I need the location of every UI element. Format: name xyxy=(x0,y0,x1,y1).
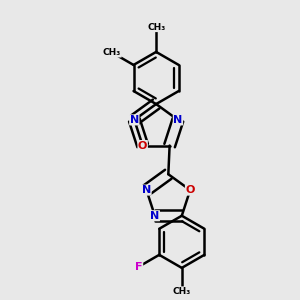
Text: N: N xyxy=(130,115,139,125)
Text: N: N xyxy=(150,211,160,221)
Text: N: N xyxy=(173,115,183,125)
Text: N: N xyxy=(142,185,151,195)
Text: O: O xyxy=(138,141,147,151)
Text: F: F xyxy=(135,262,143,272)
Text: O: O xyxy=(185,185,195,195)
Text: CH₃: CH₃ xyxy=(103,48,121,57)
Text: CH₃: CH₃ xyxy=(173,287,191,296)
Text: CH₃: CH₃ xyxy=(147,22,165,32)
